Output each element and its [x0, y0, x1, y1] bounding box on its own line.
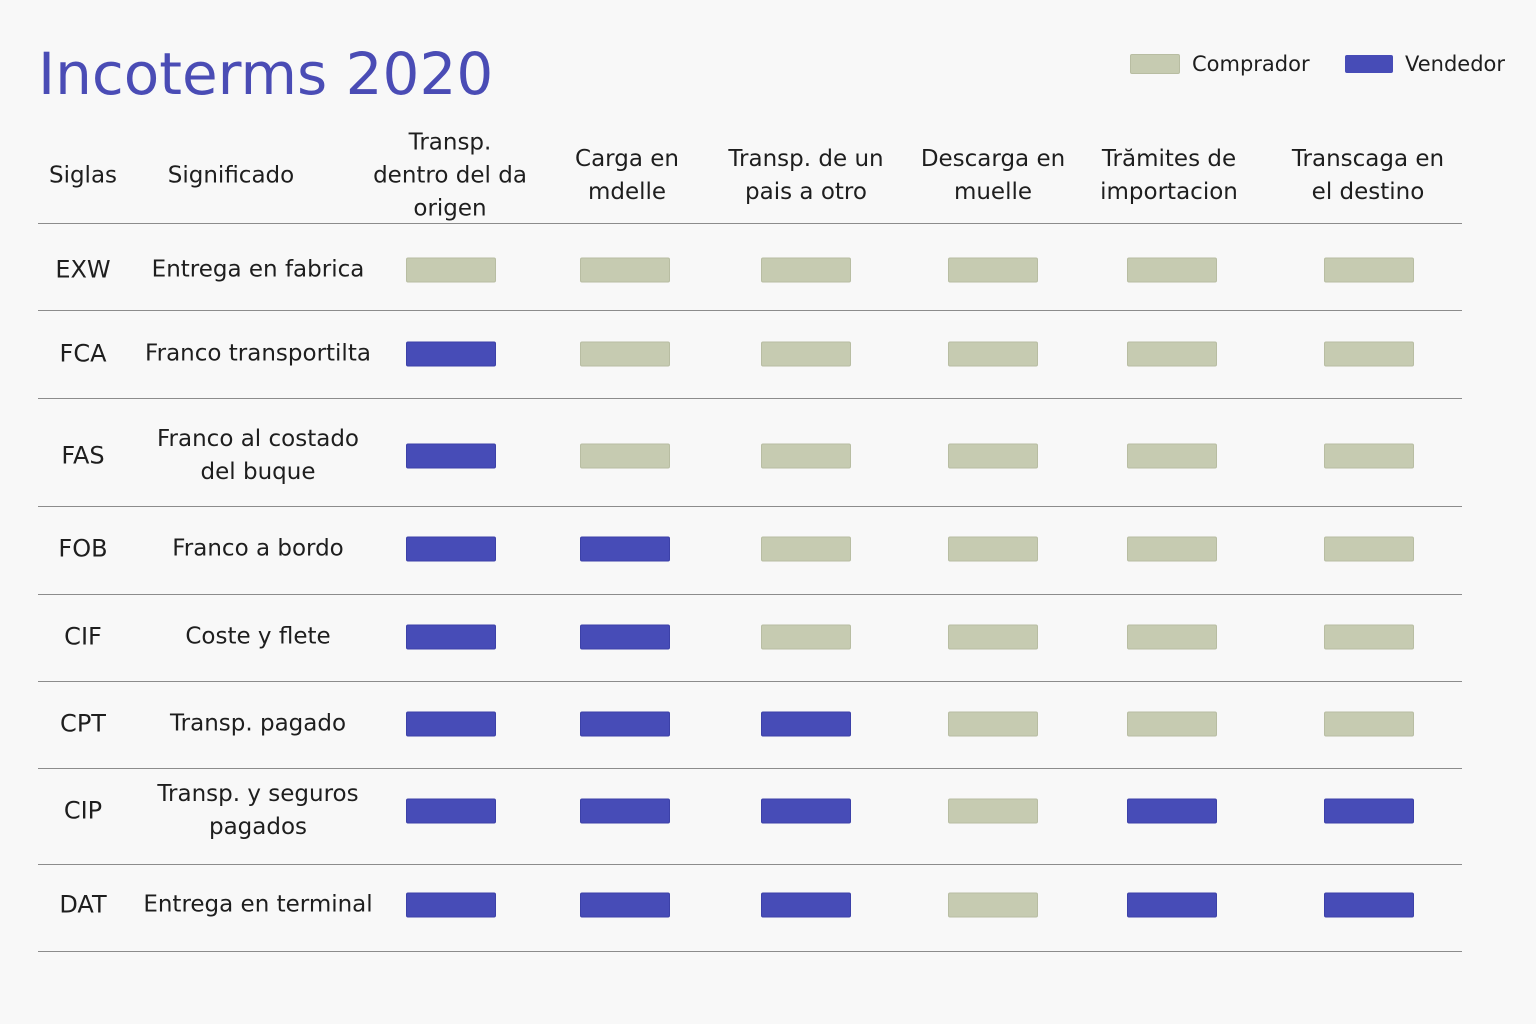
- vendedor-bar: [406, 892, 496, 918]
- row-divider: [38, 594, 1462, 595]
- incoterms-table: Siglas Significado Transp. dentro del da ori…: [38, 0, 1462, 1024]
- comprador-bar: [580, 341, 670, 367]
- vendedor-bar: [580, 624, 670, 650]
- vendedor-bar: [406, 624, 496, 650]
- row-sigla: FAS: [61, 441, 105, 470]
- row-significado: Entrega en terminal: [143, 891, 373, 918]
- comprador-bar: [761, 624, 851, 650]
- row-significado: Coste y flete: [185, 623, 331, 650]
- column-header: Descarga en muelle: [920, 146, 1066, 205]
- column-header: Transp. dentro del da origen: [373, 129, 527, 222]
- row-significado: Franco transportilta: [145, 340, 371, 367]
- row-sigla: FOB: [58, 534, 108, 563]
- comprador-bar: [948, 341, 1038, 367]
- column-header: Transcaga en el destino: [1291, 146, 1445, 205]
- comprador-bar: [948, 536, 1038, 562]
- vendedor-bar: [761, 892, 851, 918]
- comprador-bar: [580, 443, 670, 469]
- row-divider: [38, 398, 1462, 399]
- vendedor-bar: [1127, 798, 1217, 824]
- comprador-bar: [1127, 341, 1217, 367]
- row-divider: [38, 864, 1462, 865]
- comprador-bar: [948, 711, 1038, 737]
- legend-swatch-comprador: [1130, 54, 1180, 74]
- row-significado: Transp. y seguros pagados: [157, 781, 359, 840]
- row-significado: Entrega en fabrica: [151, 256, 365, 283]
- row-sigla: EXW: [55, 255, 111, 284]
- vendedor-bar: [1324, 798, 1414, 824]
- comprador-bar: [1324, 624, 1414, 650]
- header-divider: [38, 223, 1462, 224]
- vendedor-bar: [406, 536, 496, 562]
- comprador-bar: [948, 624, 1038, 650]
- row-sigla: CPT: [60, 709, 106, 738]
- row-divider: [38, 768, 1462, 769]
- row-divider: [38, 310, 1462, 311]
- comprador-bar: [1324, 711, 1414, 737]
- column-header: Siglas: [48, 162, 118, 189]
- comprador-bar: [1127, 624, 1217, 650]
- legend-label-vendedor: Vendedor: [1405, 52, 1506, 76]
- comprador-bar: [761, 341, 851, 367]
- comprador-bar: [1127, 443, 1217, 469]
- column-header: Significado: [167, 162, 295, 189]
- comprador-bar: [1127, 711, 1217, 737]
- comprador-bar: [1324, 257, 1414, 283]
- comprador-bar: [948, 257, 1038, 283]
- comprador-bar: [761, 257, 851, 283]
- column-header: Carga en mdelle: [575, 146, 679, 205]
- comprador-bar: [1324, 443, 1414, 469]
- comprador-bar: [1127, 257, 1217, 283]
- row-sigla: CIP: [63, 796, 103, 825]
- comprador-bar: [761, 443, 851, 469]
- vendedor-bar: [1324, 892, 1414, 918]
- vendedor-bar: [580, 798, 670, 824]
- row-sigla: FCA: [59, 339, 107, 368]
- row-significado: Transp. pagado: [169, 710, 347, 737]
- vendedor-bar: [761, 798, 851, 824]
- row-sigla: DAT: [59, 890, 107, 919]
- column-header: Transp. de un pais a otro: [728, 146, 884, 205]
- comprador-bar: [761, 536, 851, 562]
- comprador-bar: [406, 257, 496, 283]
- legend-label-comprador: Comprador: [1192, 52, 1310, 76]
- vendedor-bar: [580, 711, 670, 737]
- legend-item-comprador: Comprador: [1130, 52, 1310, 76]
- vendedor-bar: [580, 536, 670, 562]
- comprador-bar: [948, 443, 1038, 469]
- comprador-bar: [1324, 341, 1414, 367]
- vendedor-bar: [406, 711, 496, 737]
- comprador-bar: [1324, 536, 1414, 562]
- vendedor-bar: [406, 798, 496, 824]
- row-divider: [38, 681, 1462, 682]
- column-header: Trămites de importacion: [1100, 146, 1238, 205]
- row-significado: Franco al costado del buque: [157, 426, 359, 485]
- comprador-bar: [948, 892, 1038, 918]
- row-divider: [38, 951, 1462, 952]
- vendedor-bar: [406, 443, 496, 469]
- vendedor-bar: [406, 341, 496, 367]
- page-title: Incoterms 2020: [38, 40, 494, 108]
- legend-item-vendedor: Vendedor: [1345, 52, 1505, 76]
- row-sigla: CIF: [64, 622, 102, 651]
- row-significado: Franco a bordo: [172, 535, 344, 562]
- legend-swatch-vendedor: [1345, 55, 1393, 73]
- vendedor-bar: [761, 711, 851, 737]
- comprador-bar: [580, 257, 670, 283]
- row-divider: [38, 506, 1462, 507]
- vendedor-bar: [1127, 892, 1217, 918]
- vendedor-bar: [580, 892, 670, 918]
- comprador-bar: [1127, 536, 1217, 562]
- comprador-bar: [948, 798, 1038, 824]
